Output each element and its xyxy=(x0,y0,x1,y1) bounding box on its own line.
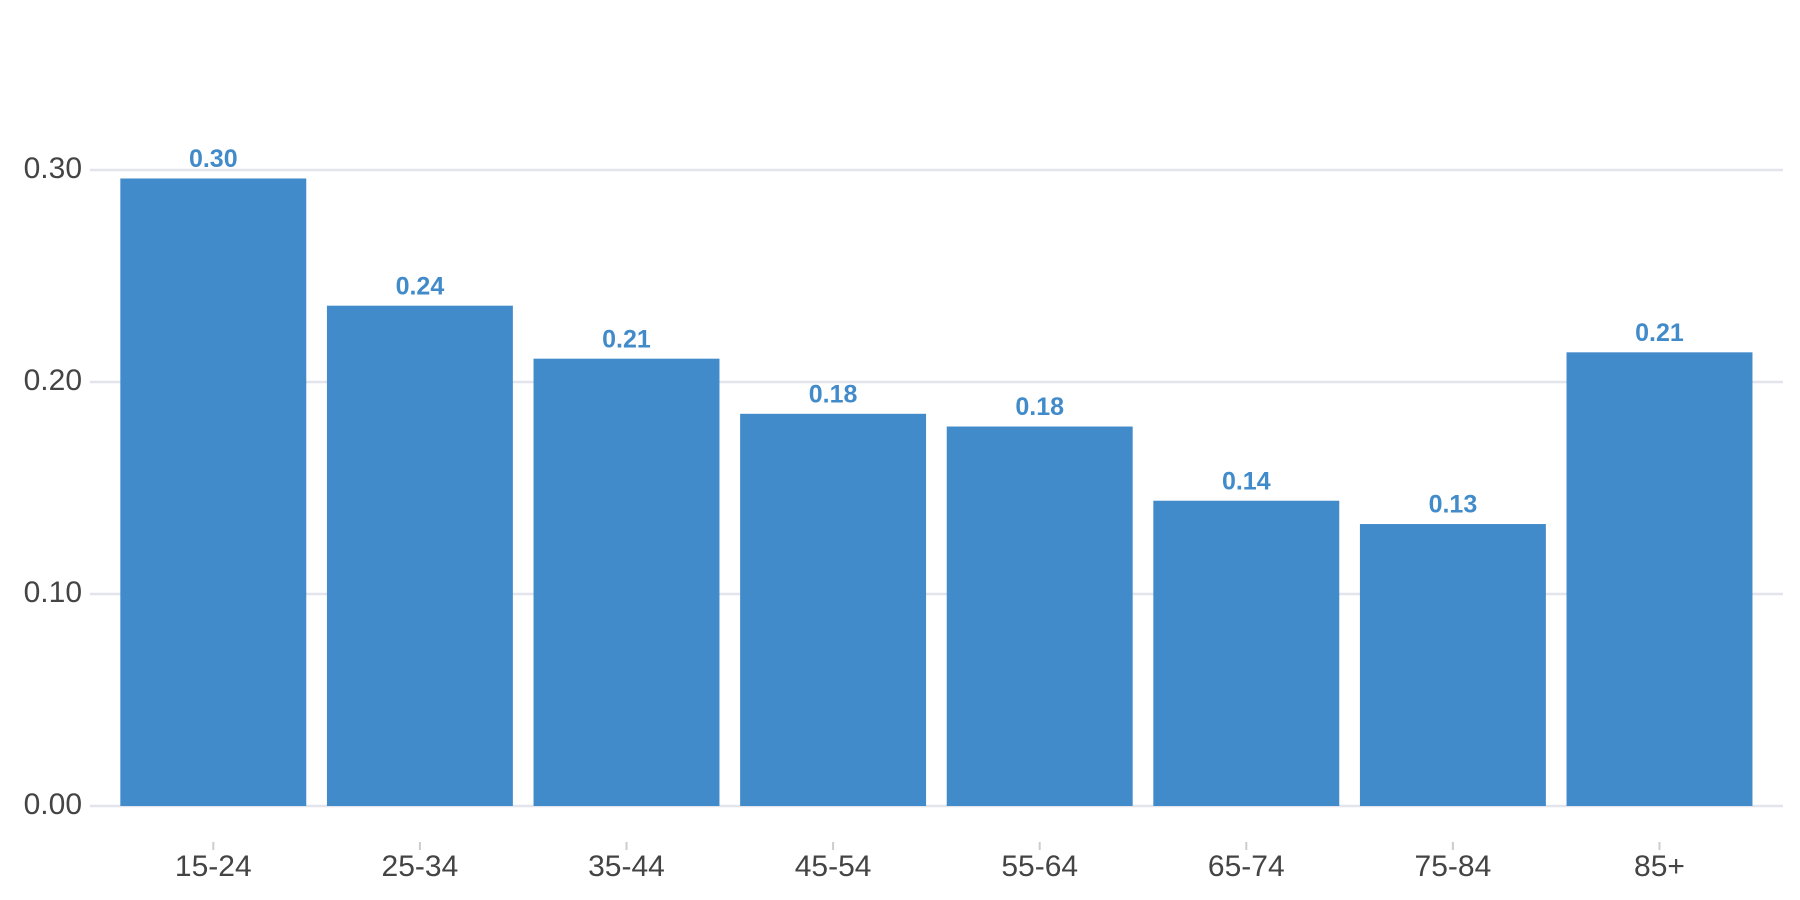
x-tick-label: 35-44 xyxy=(588,850,665,883)
y-tick-label: 0.10 xyxy=(24,576,82,609)
bar xyxy=(740,413,927,806)
value-label: 0.13 xyxy=(1429,491,1478,519)
x-tick-label: 65-74 xyxy=(1208,850,1285,883)
value-label: 0.30 xyxy=(189,145,238,173)
x-tick-label: 85+ xyxy=(1634,850,1685,883)
value-label: 0.18 xyxy=(809,380,858,408)
y-tick-label: 0.20 xyxy=(24,364,82,397)
bar xyxy=(326,305,513,806)
bar xyxy=(946,426,1133,806)
y-tick-label: 0.00 xyxy=(24,788,82,821)
value-label: 0.21 xyxy=(602,325,651,353)
y-tick-label: 0.30 xyxy=(24,152,82,185)
bar xyxy=(1359,524,1546,806)
value-label: 0.14 xyxy=(1222,467,1271,495)
x-tick-label: 75-84 xyxy=(1415,850,1492,883)
bar xyxy=(1566,352,1753,806)
x-tick-label: 55-64 xyxy=(1001,850,1078,883)
bar xyxy=(120,178,307,807)
bar xyxy=(1153,500,1340,806)
x-tick-label: 15-24 xyxy=(175,850,252,883)
value-label: 0.24 xyxy=(396,272,445,300)
value-label: 0.21 xyxy=(1635,319,1684,347)
bar xyxy=(533,358,720,806)
x-tick-label: 45-54 xyxy=(795,850,872,883)
x-tick-label: 25-34 xyxy=(382,850,459,883)
value-label: 0.18 xyxy=(1015,393,1064,421)
